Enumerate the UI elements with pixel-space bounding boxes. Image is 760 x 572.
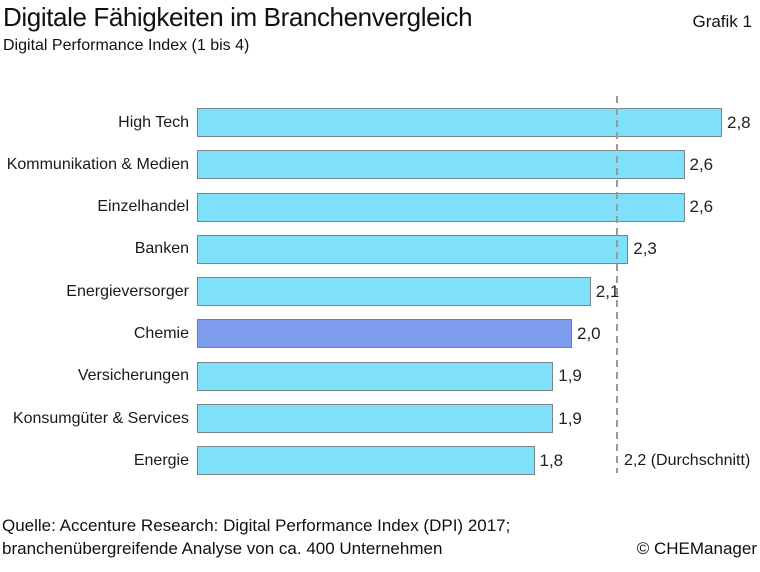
value-label: 2,0 bbox=[577, 323, 601, 343]
category-label: Versicherungen bbox=[77, 367, 189, 385]
bar bbox=[197, 150, 685, 180]
value-label: 2,6 bbox=[689, 154, 714, 174]
graphic-number-tag: Grafik 1 bbox=[692, 12, 752, 31]
average-label: 2,2 (Durchschnitt) bbox=[624, 452, 751, 469]
chart-row: Energieversorger 2,1 bbox=[0, 277, 760, 307]
copyright-credit: © CHEManager bbox=[636, 539, 757, 558]
category-label: Energieversorger bbox=[66, 282, 189, 300]
bar bbox=[197, 277, 591, 307]
bar bbox=[197, 234, 629, 264]
category-label: Konsumgüter & Services bbox=[12, 409, 189, 427]
chart-row: High Tech 2,8 bbox=[0, 108, 760, 137]
bar bbox=[197, 361, 554, 391]
value-label: 2,3 bbox=[633, 239, 657, 259]
category-label: Chemie bbox=[133, 324, 189, 342]
value-label: 2,6 bbox=[689, 197, 714, 217]
category-label: Einzelhandel bbox=[97, 198, 189, 216]
source-line-1: Quelle: Accenture Research: Digital Perf… bbox=[2, 516, 511, 535]
chart-row: Kommunikation & Medien 2,6 bbox=[0, 150, 760, 180]
category-label: Energie bbox=[133, 451, 189, 469]
category-label: Kommunikation & Medien bbox=[6, 155, 189, 173]
value-label: 2,8 bbox=[727, 112, 751, 132]
chart-row: Energie 1,8 bbox=[0, 446, 760, 476]
bar bbox=[197, 446, 535, 476]
chart-row: Banken 2,3 bbox=[0, 234, 760, 264]
value-label: 2,1 bbox=[595, 281, 620, 301]
bar-rows: High Tech 2,8 Kommunikation & Medien 2,6 Ein… bbox=[0, 108, 760, 476]
chart-row: Einzelhandel 2,6 bbox=[0, 192, 760, 222]
value-label: 1,9 bbox=[558, 366, 582, 386]
chart-row: Konsumgüter & Services 1,9 bbox=[0, 404, 760, 434]
value-label: 1,8 bbox=[539, 450, 564, 470]
source-line-2: branchenübergreifende Analyse von ca. 40… bbox=[2, 539, 443, 558]
source-note: Quelle: Accenture Research: Digital Perf… bbox=[2, 514, 758, 560]
category-label: High Tech bbox=[118, 113, 189, 131]
chart-subtitle: Digital Performance Index (1 bis 4) bbox=[3, 37, 250, 54]
page-title: Digitale Fähigkeiten im Branchenvergleic… bbox=[3, 2, 473, 32]
category-label: Banken bbox=[134, 240, 189, 258]
chart-row: Chemie 2,0 bbox=[0, 319, 760, 349]
chart-row: Versicherungen 1,9 bbox=[0, 361, 760, 391]
bar bbox=[197, 192, 685, 222]
bar bbox=[197, 404, 554, 434]
bar-highlighted bbox=[197, 319, 572, 349]
bar bbox=[197, 108, 722, 137]
average-dashed-line bbox=[616, 96, 618, 473]
bar-chart: High Tech 2,8 Kommunikation & Medien 2,6 Ein… bbox=[0, 96, 760, 476]
value-label: 1,9 bbox=[558, 408, 582, 428]
